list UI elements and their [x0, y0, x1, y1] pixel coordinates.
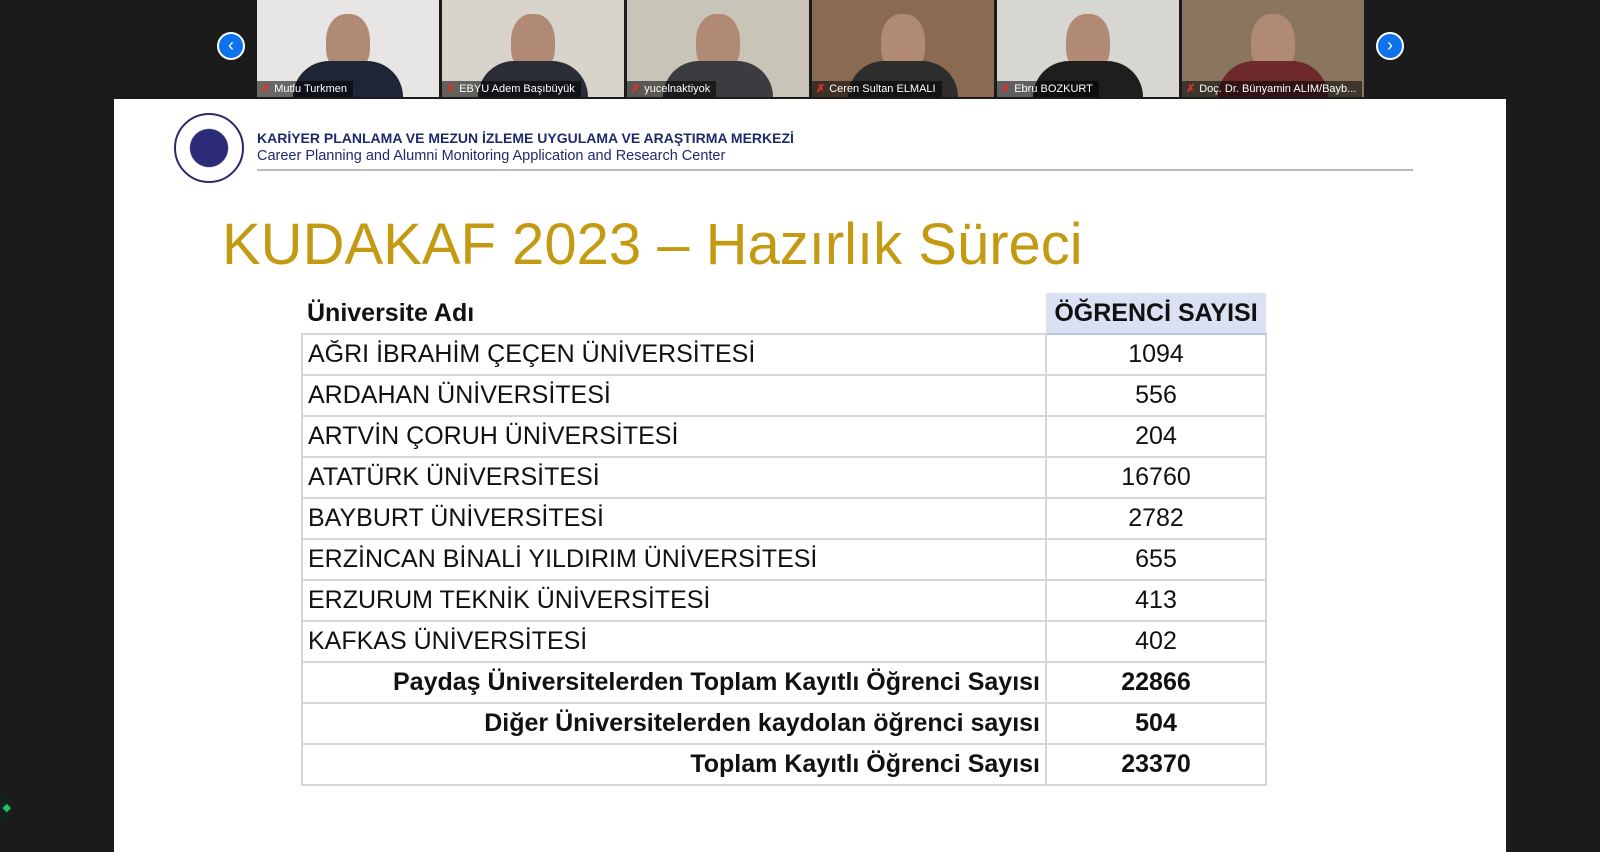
connection-indicator-icon[interactable]: ◆	[0, 796, 14, 820]
student-count-table: Üniversite Adı ÖĞRENCİ SAYISI AĞRI İBRAH…	[301, 293, 1267, 786]
total-label-cell: Toplam Kayıtlı Öğrenci Sayısı	[301, 743, 1047, 786]
university-name-cell: KAFKAS ÜNİVERSİTESİ	[301, 620, 1047, 663]
student-count-cell: 655	[1045, 538, 1267, 581]
total-row: Paydaş Üniversitelerden Toplam Kayıtlı Ö…	[301, 661, 1267, 704]
muted-mic-icon: ✗	[1001, 83, 1011, 95]
participant-name-label: ✗ EBYU Adem Başıbüyük	[442, 81, 581, 97]
table-row: ATATÜRK ÜNİVERSİTESİ 16760	[301, 456, 1267, 499]
table-row: AĞRI İBRAHİM ÇEÇEN ÜNİVERSİTESİ 1094	[301, 333, 1267, 376]
participant-name-label: ✗ Mutlu Turkmen	[257, 81, 353, 97]
university-name-cell: ERZİNCAN BİNALİ YILDIRIM ÜNİVERSİTESİ	[301, 538, 1047, 581]
participant-name-label: ✗ yucelnaktiyok	[627, 81, 717, 97]
participant-name-label: ✗ Doç. Dr. Bünyamin ALIM/Bayb...	[1182, 81, 1363, 97]
chevron-left-icon: ‹	[228, 35, 234, 55]
participant-name: EBYU Adem Başıbüyük	[459, 83, 575, 95]
participant-video-tile[interactable]: ✗ EBYU Adem Başıbüyük	[442, 0, 624, 97]
student-count-cell: 1094	[1045, 333, 1267, 376]
muted-mic-icon: ✗	[446, 83, 456, 95]
table-row: BAYBURT ÜNİVERSİTESİ 2782	[301, 497, 1267, 540]
university-name-cell: ARTVİN ÇORUH ÜNİVERSİTESİ	[301, 415, 1047, 458]
muted-mic-icon: ✗	[261, 83, 271, 95]
slide-header: KARİYER PLANLAMA VE MEZUN İZLEME UYGULAM…	[257, 129, 794, 165]
student-count-cell: 413	[1045, 579, 1267, 622]
header-english: Career Planning and Alumni Monitoring Ap…	[257, 148, 726, 164]
participant-name: Doç. Dr. Bünyamin ALIM/Bayb...	[1199, 83, 1357, 95]
participant-video-tile[interactable]: ✗ Ebru BOZKURT	[997, 0, 1179, 97]
participant-name: Ebru BOZKURT	[1014, 83, 1093, 95]
total-value-cell: 22866	[1045, 661, 1267, 704]
participant-video-tile[interactable]: ✗ Doç. Dr. Bünyamin ALIM/Bayb...	[1182, 0, 1364, 97]
muted-mic-icon: ✗	[1186, 83, 1196, 95]
university-name-cell: AĞRI İBRAHİM ÇEÇEN ÜNİVERSİTESİ	[301, 333, 1047, 376]
table-header-row: Üniversite Adı ÖĞRENCİ SAYISI	[302, 293, 1266, 335]
student-count-cell: 16760	[1045, 456, 1267, 499]
total-label-cell: Diğer Üniversitelerden kaydolan öğrenci …	[301, 702, 1047, 745]
header-turkish: KARİYER PLANLAMA VE MEZUN İZLEME UYGULAM…	[257, 130, 794, 146]
table-row: ARTVİN ÇORUH ÜNİVERSİTESİ 204	[301, 415, 1267, 458]
table-row: ERZİNCAN BİNALİ YILDIRIM ÜNİVERSİTESİ 655	[301, 538, 1267, 581]
table-row: KAFKAS ÜNİVERSİTESİ 402	[301, 620, 1267, 663]
prev-participants-button[interactable]: ‹	[217, 32, 245, 60]
participant-name: Mutlu Turkmen	[274, 83, 347, 95]
chevron-right-icon: ›	[1387, 35, 1393, 55]
university-logo	[174, 113, 244, 183]
total-value-cell: 504	[1045, 702, 1267, 745]
participant-strip: ✗ Mutlu Turkmen ✗ EBYU Adem Başıbüyük ✗ yucel…	[257, 0, 1364, 97]
total-label-cell: Paydaş Üniversitelerden Toplam Kayıtlı Ö…	[301, 661, 1047, 704]
participant-video-tile[interactable]: ✗ Ceren Sultan ELMALI	[812, 0, 994, 97]
total-value-cell: 23370	[1045, 743, 1267, 786]
muted-mic-icon: ✗	[631, 83, 641, 95]
total-row: Toplam Kayıtlı Öğrenci Sayısı 23370	[301, 743, 1267, 786]
student-count-cell: 556	[1045, 374, 1267, 417]
university-name-cell: ERZURUM TEKNİK ÜNİVERSİTESİ	[301, 579, 1047, 622]
participant-name-label: ✗ Ceren Sultan ELMALI	[812, 81, 942, 97]
student-count-cell: 402	[1045, 620, 1267, 663]
table-row: ARDAHAN ÜNİVERSİTESİ 556	[301, 374, 1267, 417]
university-name-cell: ATATÜRK ÜNİVERSİTESİ	[301, 456, 1047, 499]
table-row: ERZURUM TEKNİK ÜNİVERSİTESİ 413	[301, 579, 1267, 622]
column-header-count: ÖĞRENCİ SAYISI	[1046, 293, 1266, 335]
shared-screen-slide: KARİYER PLANLAMA VE MEZUN İZLEME UYGULAM…	[114, 99, 1506, 852]
slide-title: KUDAKAF 2023 – Hazırlık Süreci	[222, 212, 1083, 277]
student-count-cell: 204	[1045, 415, 1267, 458]
header-divider	[257, 169, 1413, 171]
university-name-cell: ARDAHAN ÜNİVERSİTESİ	[301, 374, 1047, 417]
participant-name: Ceren Sultan ELMALI	[829, 83, 936, 95]
column-header-university: Üniversite Adı	[302, 293, 1046, 335]
total-row: Diğer Üniversitelerden kaydolan öğrenci …	[301, 702, 1267, 745]
university-name-cell: BAYBURT ÜNİVERSİTESİ	[301, 497, 1047, 540]
participant-name-label: ✗ Ebru BOZKURT	[997, 81, 1099, 97]
student-count-cell: 2782	[1045, 497, 1267, 540]
muted-mic-icon: ✗	[816, 83, 826, 95]
next-participants-button[interactable]: ›	[1376, 32, 1404, 60]
participant-name: yucelnaktiyok	[644, 83, 711, 95]
participant-video-tile[interactable]: ✗ yucelnaktiyok	[627, 0, 809, 97]
participant-video-tile[interactable]: ✗ Mutlu Turkmen	[257, 0, 439, 97]
